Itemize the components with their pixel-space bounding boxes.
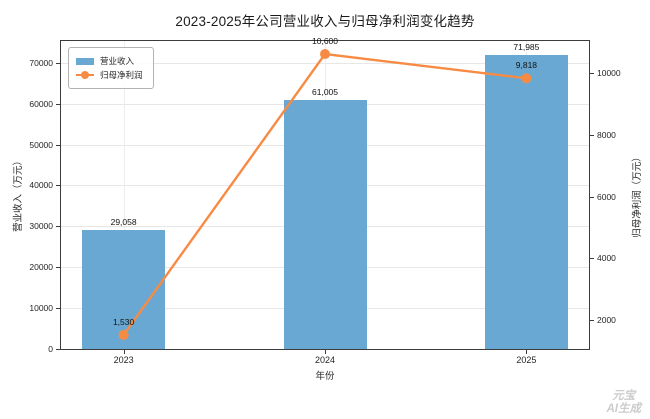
x-axis-title: 年份 (315, 371, 335, 382)
line-value-label: 1,530 (112, 316, 135, 327)
line-value-label: 9,818 (515, 60, 538, 71)
y-tick-right (590, 258, 594, 260)
legend-label: 归母净利润 (100, 70, 143, 80)
bar-value-label: 61,005 (312, 86, 338, 97)
y-tick-label-left: 0 (48, 344, 53, 354)
y-tick-label-left: 20000 (29, 262, 53, 273)
chart-title: 2023-2025年公司营业收入与归母净利润变化趋势 (175, 14, 475, 29)
line-value-label: 10,600 (312, 36, 338, 47)
bar-value-label: 71,985 (513, 41, 540, 52)
y-tick-label-right: 8000 (597, 129, 616, 140)
chart-legend: 营业收入 归母净利润 (68, 47, 154, 89)
y-tick-left (56, 144, 60, 146)
y-tick-left (56, 308, 60, 310)
legend-label: 营业收入 (100, 56, 135, 66)
bar-value-label: 29,058 (110, 217, 137, 228)
revenue-bar (82, 230, 166, 349)
y-tick-label-left: 40000 (29, 180, 53, 191)
watermark: 元宝 AI生成 (607, 390, 642, 416)
y-tick-label-right: 2000 (597, 315, 616, 326)
legend-item: 营业收入 (76, 55, 143, 67)
y-tick-right (590, 196, 594, 198)
y-tick-left (56, 226, 60, 228)
y-tick-right (590, 320, 594, 322)
y-tick-label-left: 10000 (29, 303, 53, 314)
watermark-line1: 元宝 (612, 390, 636, 402)
revenue-bar (484, 54, 568, 349)
y-tick-label-right: 6000 (597, 191, 616, 202)
legend-item: 归母净利润 (76, 69, 143, 81)
y-tick-right (590, 72, 594, 74)
y-tick-label-left: 70000 (29, 57, 53, 68)
y-tick-left (56, 185, 60, 187)
x-tick (526, 350, 528, 354)
x-tick-label: 2024 (314, 355, 336, 365)
legend-line-marker (81, 71, 89, 79)
y-tick-left (56, 349, 60, 350)
y-tick-label-right: 4000 (597, 253, 616, 264)
y-tick-label-left: 60000 (29, 98, 53, 109)
y-axis-title-left: 营业收入（万元） (13, 155, 24, 233)
y-axis-title-right: 归母净利润（万元） (632, 152, 643, 238)
x-tick (123, 350, 125, 354)
y-tick-label-left: 30000 (29, 221, 53, 232)
y-tick-label-left: 50000 (29, 139, 53, 150)
y-tick-left (56, 103, 60, 105)
revenue-bar (283, 99, 367, 349)
y-tick-label-right: 10000 (597, 67, 621, 78)
y-tick-left (56, 267, 60, 269)
legend-bar-swatch-icon (76, 57, 94, 65)
y-tick-right (590, 134, 594, 136)
watermark-line2: AI生成 (606, 403, 642, 415)
legend-line-swatch-icon (76, 71, 94, 80)
x-tick-label: 2025 (516, 355, 537, 365)
y-tick-left (56, 62, 60, 64)
x-tick-label: 2023 (113, 355, 134, 365)
x-tick (325, 350, 326, 354)
